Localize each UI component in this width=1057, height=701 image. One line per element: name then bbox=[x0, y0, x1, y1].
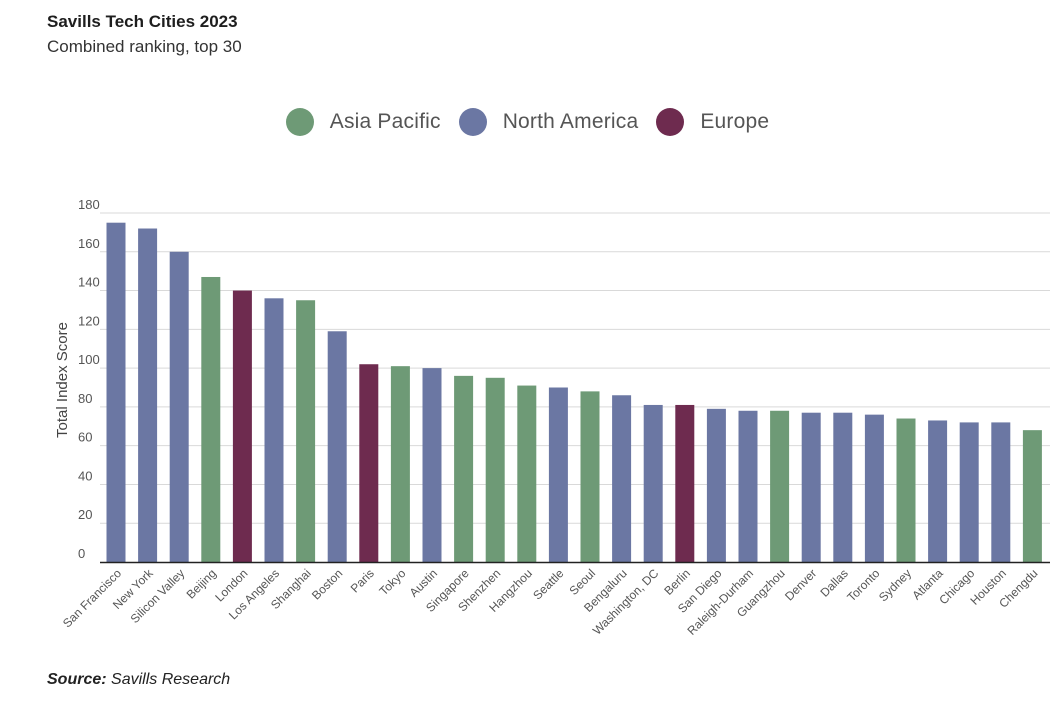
bar-austin bbox=[422, 368, 442, 562]
bar-denver bbox=[801, 412, 821, 562]
bar-boston bbox=[327, 331, 347, 562]
legend-item-asia-pacific: Asia Pacific bbox=[285, 108, 441, 136]
bar-new-york bbox=[138, 228, 158, 562]
legend: Asia Pacific North America Europe bbox=[0, 108, 1057, 136]
y-axis-title: Total Index Score bbox=[54, 322, 71, 438]
chart-subtitle: Combined ranking, top 30 bbox=[47, 37, 242, 56]
bar-atlanta bbox=[928, 420, 948, 562]
source-text: Savills Research bbox=[111, 671, 231, 688]
bar-shanghai bbox=[296, 300, 316, 562]
bar-hangzhou bbox=[517, 385, 537, 562]
legend-swatch-north-america bbox=[458, 108, 487, 136]
source-note: Source: Savills Research bbox=[47, 671, 230, 689]
bar-silicon-valley bbox=[169, 251, 189, 562]
y-tick-label: 80 bbox=[78, 391, 92, 406]
bar-san-francisco bbox=[106, 222, 126, 562]
x-tick-label: Denver bbox=[782, 566, 819, 603]
x-tick-label: Tokyo bbox=[376, 566, 408, 598]
bar-paris bbox=[359, 364, 379, 562]
bar-dallas bbox=[833, 412, 853, 562]
gridlines bbox=[100, 212, 1050, 524]
x-tick-label: Sydney bbox=[876, 566, 914, 604]
y-tick-label: 140 bbox=[78, 275, 100, 290]
bar-los-angeles bbox=[264, 298, 284, 562]
y-tick-label: 120 bbox=[78, 313, 100, 328]
legend-item-north-america: North America bbox=[458, 108, 639, 136]
chart-title: Savills Tech Cities 2023 bbox=[47, 12, 238, 31]
bar-san-diego bbox=[706, 408, 726, 562]
x-tick-label: Boston bbox=[309, 566, 345, 602]
bar-london bbox=[232, 290, 252, 562]
y-tick-label: 0 bbox=[78, 546, 85, 561]
bars bbox=[106, 222, 1042, 562]
legend-label-asia-pacific: Asia Pacific bbox=[329, 110, 441, 133]
bar-shenzhen bbox=[485, 377, 505, 562]
y-tick-label: 100 bbox=[78, 352, 100, 367]
legend-swatch-asia-pacific bbox=[285, 108, 314, 136]
bar-chengdu bbox=[1022, 430, 1042, 562]
bar-guangzhou bbox=[770, 410, 790, 562]
legend-label-north-america: North America bbox=[502, 110, 639, 133]
x-tick-label: Seattle bbox=[530, 566, 567, 603]
legend-label-europe: Europe bbox=[700, 110, 770, 133]
bar-singapore bbox=[454, 375, 474, 562]
bar-houston bbox=[991, 422, 1011, 562]
y-tick-label: 180 bbox=[78, 197, 100, 212]
bar-toronto bbox=[864, 414, 884, 562]
bar-washington-dc bbox=[643, 404, 663, 562]
x-tick-label: Toronto bbox=[844, 566, 882, 604]
bar-seattle bbox=[548, 387, 568, 562]
bar-tokyo bbox=[390, 366, 410, 562]
x-tick-label: Paris bbox=[348, 566, 377, 595]
bar-bengaluru bbox=[612, 395, 632, 562]
legend-swatch-europe bbox=[656, 108, 685, 136]
bar-berlin bbox=[675, 404, 695, 562]
bar-raleigh-durham bbox=[738, 410, 758, 562]
y-tick-label: 20 bbox=[78, 507, 92, 522]
bar-beijing bbox=[201, 276, 221, 562]
y-tick-label: 160 bbox=[78, 236, 100, 251]
bar-sydney bbox=[896, 418, 916, 562]
bar-chicago bbox=[959, 422, 979, 562]
bar-seoul bbox=[580, 391, 600, 562]
y-tick-label: 60 bbox=[78, 430, 92, 445]
y-axis-ticks: 0 20 40 60 80 100 120 140 160 180 bbox=[78, 197, 100, 561]
y-tick-label: 40 bbox=[78, 468, 92, 483]
source-prefix: Source: bbox=[47, 671, 107, 688]
legend-item-europe: Europe bbox=[656, 108, 769, 136]
